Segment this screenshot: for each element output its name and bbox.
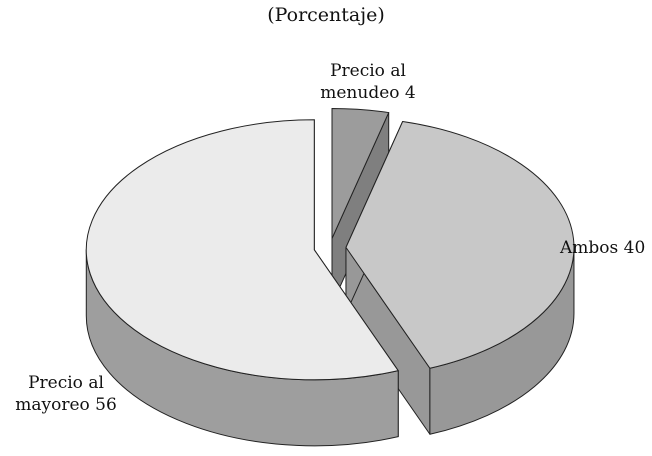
pie-slice-precio-al-mayoreo [85, 119, 399, 381]
slice-label-line: Ambos 40 [559, 238, 645, 258]
slice-label-line: Precio al [330, 61, 406, 81]
pie-slice-precio-al-menudeo [331, 107, 390, 239]
pie-slice-ambos [345, 120, 575, 369]
slice-label-ambos: Ambos 40 [559, 238, 645, 258]
slice-label-precio-al-menudeo: Precio al menudeo 4 [320, 61, 415, 103]
chart-title: (Porcentaje) [267, 4, 385, 26]
slice-label-line: menudeo 4 [320, 83, 415, 103]
pie-tops [85, 107, 575, 381]
slice-label-precio-al-mayoreo: Precio al mayoreo 56 [15, 373, 117, 415]
slice-label-line: Precio al [28, 373, 104, 393]
slice-label-line: mayoreo 56 [15, 395, 117, 415]
